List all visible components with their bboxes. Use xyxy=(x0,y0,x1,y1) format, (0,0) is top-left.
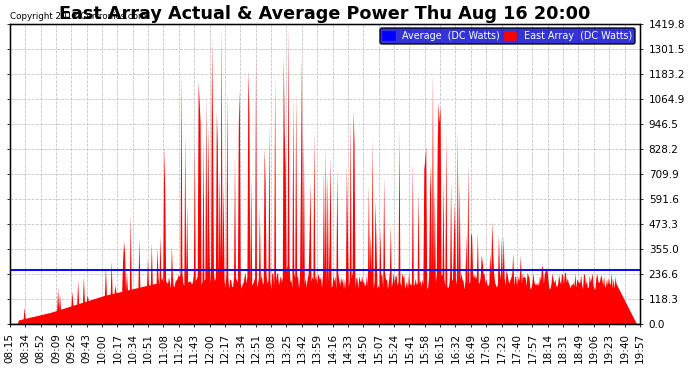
Text: Copyright 2012 Certronics.com: Copyright 2012 Certronics.com xyxy=(10,11,147,21)
Legend: Average  (DC Watts), East Array  (DC Watts): Average (DC Watts), East Array (DC Watts… xyxy=(380,28,635,44)
Title: East Array Actual & Average Power Thu Aug 16 20:00: East Array Actual & Average Power Thu Au… xyxy=(59,5,591,23)
